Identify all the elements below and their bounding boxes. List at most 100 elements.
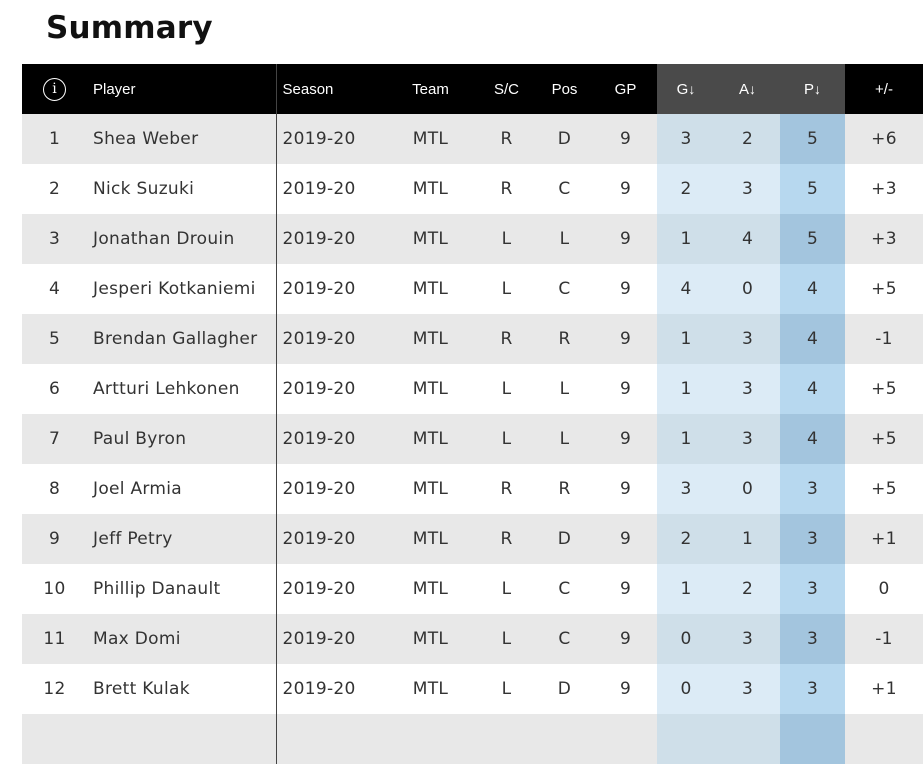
table-row[interactable]: 7 Paul Byron 2019-20 MTL L L 9 1 3 4 +5 bbox=[22, 414, 923, 464]
goals-cell: 1 bbox=[657, 564, 715, 614]
table-row[interactable]: 9 Jeff Petry 2019-20 MTL R D 9 2 1 3 +1 bbox=[22, 514, 923, 564]
season-cell: 2019-20 bbox=[275, 514, 383, 564]
table-row[interactable]: 6 Artturi Lehkonen 2019-20 MTL L L 9 1 3 4 +5 bbox=[22, 364, 923, 414]
goals-cell: 4 bbox=[657, 264, 715, 314]
plusminus-cell: +1 bbox=[845, 514, 923, 564]
table-row[interactable]: 8 Joel Armia 2019-20 MTL R R 9 3 0 3 +5 bbox=[22, 464, 923, 514]
sc-column-header[interactable]: S/C bbox=[478, 64, 535, 114]
table-row[interactable]: 2 Nick Suzuki 2019-20 MTL R C 9 2 3 5 +3 bbox=[22, 164, 923, 214]
pos-cell: D bbox=[535, 514, 594, 564]
season-cell: 2019-20 bbox=[275, 564, 383, 614]
gp-cell: 9 bbox=[594, 114, 657, 164]
gp-cell: 9 bbox=[594, 514, 657, 564]
table-row[interactable] bbox=[22, 714, 923, 764]
player-cell: Max Domi bbox=[87, 614, 276, 664]
sc-cell: L bbox=[478, 214, 535, 264]
gp-cell: 9 bbox=[594, 264, 657, 314]
sc-cell: R bbox=[478, 164, 535, 214]
table-row[interactable]: 5 Brendan Gallagher 2019-20 MTL R R 9 1 3 4 -1 bbox=[22, 314, 923, 364]
gp-cell bbox=[594, 714, 657, 764]
goals-cell: 2 bbox=[657, 514, 715, 564]
goals-cell: 0 bbox=[657, 614, 715, 664]
team-cell: MTL bbox=[383, 114, 478, 164]
rank-cell: 8 bbox=[22, 464, 87, 514]
points-cell: 4 bbox=[780, 314, 845, 364]
plusminus-cell: -1 bbox=[845, 614, 923, 664]
assists-cell: 3 bbox=[715, 414, 780, 464]
sc-cell: L bbox=[478, 614, 535, 664]
sc-cell: L bbox=[478, 564, 535, 614]
table-row[interactable]: 3 Jonathan Drouin 2019-20 MTL L L 9 1 4 5 +3 bbox=[22, 214, 923, 264]
sc-cell: L bbox=[478, 414, 535, 464]
season-cell: 2019-20 bbox=[275, 164, 383, 214]
assists-cell: 3 bbox=[715, 314, 780, 364]
season-cell: 2019-20 bbox=[275, 264, 383, 314]
points-column-header[interactable]: P↓ bbox=[780, 64, 845, 114]
team-cell: MTL bbox=[383, 164, 478, 214]
assists-column-header[interactable]: A↓ bbox=[715, 64, 780, 114]
season-cell: 2019-20 bbox=[275, 214, 383, 264]
plusminus-cell: +3 bbox=[845, 164, 923, 214]
sc-cell: R bbox=[478, 464, 535, 514]
goals-cell: 1 bbox=[657, 314, 715, 364]
sc-cell: R bbox=[478, 114, 535, 164]
points-cell: 3 bbox=[780, 614, 845, 664]
team-cell: MTL bbox=[383, 364, 478, 414]
season-cell: 2019-20 bbox=[275, 114, 383, 164]
points-header-label: P bbox=[803, 80, 814, 98]
player-column-header[interactable]: Player bbox=[87, 64, 276, 114]
plusminus-cell bbox=[845, 714, 923, 764]
plusminus-cell: +6 bbox=[845, 114, 923, 164]
team-cell: MTL bbox=[383, 464, 478, 514]
table-row[interactable]: 4 Jesperi Kotkaniemi 2019-20 MTL L C 9 4 0 4 +5 bbox=[22, 264, 923, 314]
rank-cell: 4 bbox=[22, 264, 87, 314]
info-header[interactable]: i bbox=[22, 64, 87, 114]
player-cell: Phillip Danault bbox=[87, 564, 276, 614]
plusminus-column-header[interactable]: +/- bbox=[845, 64, 923, 114]
goals-column-header[interactable]: G↓ bbox=[657, 64, 715, 114]
rank-cell: 7 bbox=[22, 414, 87, 464]
gp-cell: 9 bbox=[594, 364, 657, 414]
pos-cell: C bbox=[535, 564, 594, 614]
rank-cell: 11 bbox=[22, 614, 87, 664]
pos-cell: D bbox=[535, 114, 594, 164]
assists-cell: 1 bbox=[715, 514, 780, 564]
points-cell: 4 bbox=[780, 264, 845, 314]
rank-cell: 5 bbox=[22, 314, 87, 364]
table-row[interactable]: 12 Brett Kulak 2019-20 MTL L D 9 0 3 3 +1 bbox=[22, 664, 923, 714]
season-cell: 2019-20 bbox=[275, 314, 383, 364]
rank-cell: 2 bbox=[22, 164, 87, 214]
pos-cell: C bbox=[535, 614, 594, 664]
team-cell: MTL bbox=[383, 314, 478, 364]
pos-cell: D bbox=[535, 664, 594, 714]
player-cell: Jeff Petry bbox=[87, 514, 276, 564]
assists-cell: 0 bbox=[715, 464, 780, 514]
points-cell: 3 bbox=[780, 514, 845, 564]
team-cell: MTL bbox=[383, 664, 478, 714]
season-cell: 2019-20 bbox=[275, 414, 383, 464]
team-column-header[interactable]: Team bbox=[383, 64, 478, 114]
rank-cell bbox=[22, 714, 87, 764]
table-row[interactable]: 1 Shea Weber 2019-20 MTL R D 9 3 2 5 +6 bbox=[22, 114, 923, 164]
player-cell: Jonathan Drouin bbox=[87, 214, 276, 264]
gp-column-header[interactable]: GP bbox=[594, 64, 657, 114]
player-cell: Paul Byron bbox=[87, 414, 276, 464]
goals-cell: 2 bbox=[657, 164, 715, 214]
team-cell: MTL bbox=[383, 214, 478, 264]
plusminus-cell: +5 bbox=[845, 264, 923, 314]
gp-cell: 9 bbox=[594, 564, 657, 614]
sc-cell bbox=[478, 714, 535, 764]
goals-cell: 1 bbox=[657, 364, 715, 414]
sc-cell: L bbox=[478, 364, 535, 414]
table-header-row: i Player Season Team S/C Pos GP G↓ A↓ P↓… bbox=[22, 64, 923, 114]
season-column-header[interactable]: Season bbox=[275, 64, 383, 114]
pos-column-header[interactable]: Pos bbox=[535, 64, 594, 114]
pos-cell: R bbox=[535, 464, 594, 514]
info-icon[interactable]: i bbox=[43, 77, 66, 101]
player-cell: Shea Weber bbox=[87, 114, 276, 164]
table-row[interactable]: 11 Max Domi 2019-20 MTL L C 9 0 3 3 -1 bbox=[22, 614, 923, 664]
points-cell: 3 bbox=[780, 664, 845, 714]
goals-cell: 1 bbox=[657, 214, 715, 264]
table-row[interactable]: 10 Phillip Danault 2019-20 MTL L C 9 1 2 3 0 bbox=[22, 564, 923, 614]
pos-cell bbox=[535, 714, 594, 764]
